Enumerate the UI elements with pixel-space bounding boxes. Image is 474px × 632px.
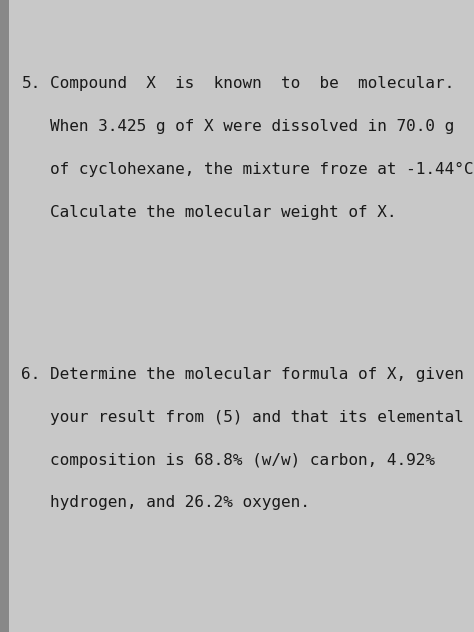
Text: 5.: 5. xyxy=(21,76,41,91)
Text: hydrogen, and 26.2% oxygen.: hydrogen, and 26.2% oxygen. xyxy=(50,495,310,511)
Text: 6.: 6. xyxy=(21,367,41,382)
Text: composition is 68.8% (w/w) carbon, 4.92%: composition is 68.8% (w/w) carbon, 4.92% xyxy=(50,453,435,468)
Text: Calculate the molecular weight of X.: Calculate the molecular weight of X. xyxy=(50,205,396,220)
Text: your result from (5) and that its elemental: your result from (5) and that its elemen… xyxy=(50,410,464,425)
Text: of cyclohexane, the mixture froze at -1.44°C.: of cyclohexane, the mixture froze at -1.… xyxy=(50,162,474,177)
Bar xyxy=(0,0,9,632)
Text: Compound  X  is  known  to  be  molecular.: Compound X is known to be molecular. xyxy=(50,76,454,91)
Text: When 3.425 g of X were dissolved in 70.0 g: When 3.425 g of X were dissolved in 70.0… xyxy=(50,119,454,134)
Text: Determine the molecular formula of X, given: Determine the molecular formula of X, gi… xyxy=(50,367,464,382)
